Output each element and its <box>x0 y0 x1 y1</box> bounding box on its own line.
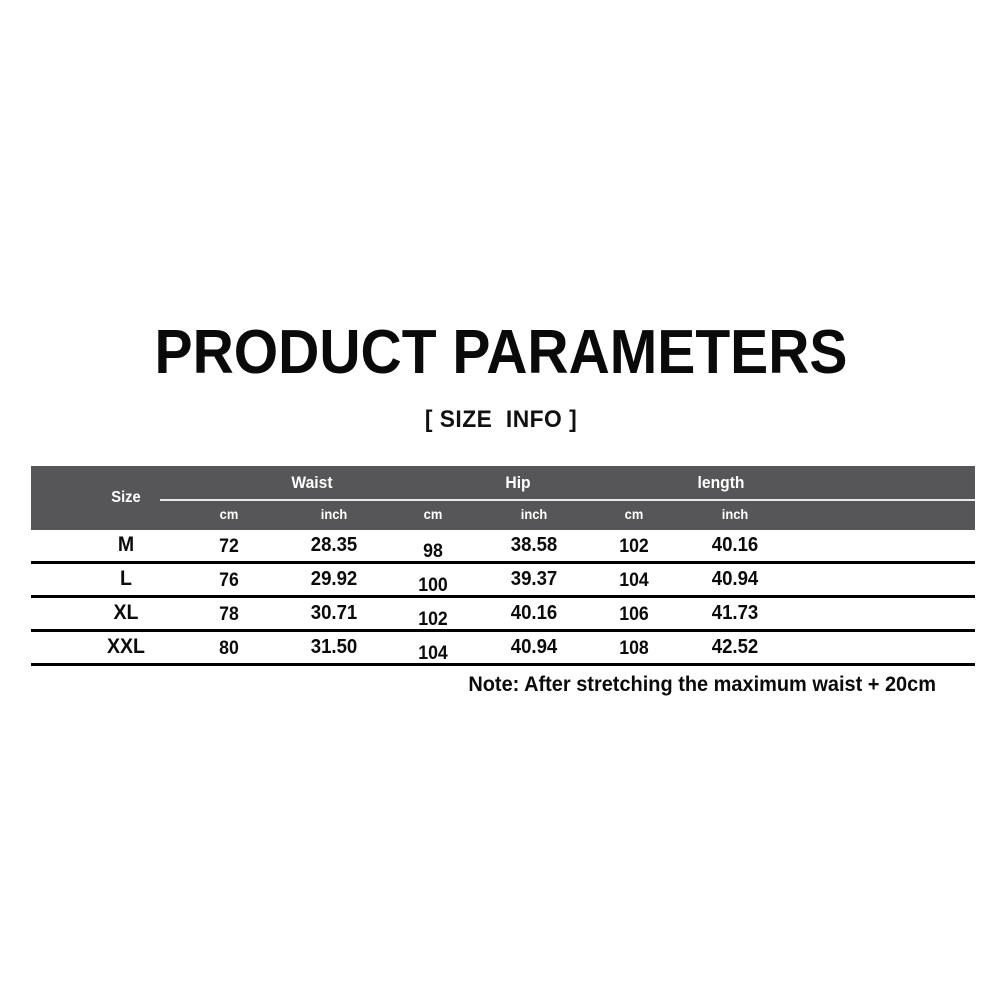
cell-length-inch: 42.52 <box>711 636 759 658</box>
cell-waist-cm: 78 <box>219 604 239 625</box>
column-group-waist: Waist <box>291 473 333 492</box>
cell-hip-cm: 102 <box>418 609 448 630</box>
cell-waist-inch: 29.92 <box>310 568 358 590</box>
cell-hip-inch: 40.94 <box>510 636 558 658</box>
page-subtitle: [ SIZE INFO ] <box>424 406 578 433</box>
cell-hip-cm: 98 <box>423 541 443 562</box>
cell-size: XXL <box>107 635 145 658</box>
cell-waist-cm: 72 <box>219 536 239 557</box>
column-group-hip: Hip <box>505 473 531 492</box>
table-header: Size Waist Hip length cm inch cm inch cm… <box>31 466 975 530</box>
table-row: XXL 80 31.50 104 40.94 108 42.52 <box>31 632 975 666</box>
cell-size: L <box>120 567 132 590</box>
column-header-waist-cm: cm <box>219 506 239 522</box>
column-header-length-inch: inch <box>721 506 749 522</box>
size-info-table: Size Waist Hip length cm inch cm inch cm… <box>31 466 975 666</box>
cell-waist-cm: 76 <box>219 570 239 591</box>
table-row: XL 78 30.71 102 40.16 106 41.73 <box>31 598 975 632</box>
cell-length-inch: 40.94 <box>711 568 759 590</box>
cell-hip-cm: 104 <box>418 643 448 664</box>
cell-hip-inch: 39.37 <box>510 568 558 590</box>
cell-hip-cm: 100 <box>418 575 448 596</box>
column-header-waist-inch: inch <box>320 506 348 522</box>
page-title: PRODUCT PARAMETERS <box>154 318 848 387</box>
cell-waist-inch: 31.50 <box>310 636 358 658</box>
cell-waist-cm: 80 <box>219 638 239 659</box>
table-row: L 76 29.92 100 39.37 104 40.94 <box>31 564 975 598</box>
column-header-hip-cm: cm <box>423 506 443 522</box>
column-header-length-cm: cm <box>624 506 644 522</box>
column-group-length: length <box>697 473 745 492</box>
cell-hip-inch: 40.16 <box>510 602 558 624</box>
column-header-size: Size <box>111 489 141 506</box>
size-note: Note: After stretching the maximum waist… <box>468 673 936 696</box>
cell-size: M <box>117 533 135 556</box>
cell-length-cm: 102 <box>619 536 649 557</box>
cell-waist-inch: 28.35 <box>310 534 358 556</box>
cell-length-cm: 108 <box>619 638 649 659</box>
cell-length-cm: 104 <box>619 570 649 591</box>
cell-length-inch: 40.16 <box>711 534 759 556</box>
cell-hip-inch: 38.58 <box>510 534 558 556</box>
cell-size: XL <box>113 601 139 624</box>
table-row: M 72 28.35 98 38.58 102 40.16 <box>31 530 975 564</box>
cell-waist-inch: 30.71 <box>310 602 358 624</box>
column-header-hip-inch: inch <box>520 506 548 522</box>
cell-length-cm: 106 <box>619 604 649 625</box>
header-divider-line <box>160 499 975 501</box>
table-body: M 72 28.35 98 38.58 102 40.16 L 76 29.92… <box>31 530 975 666</box>
cell-length-inch: 41.73 <box>711 602 759 624</box>
